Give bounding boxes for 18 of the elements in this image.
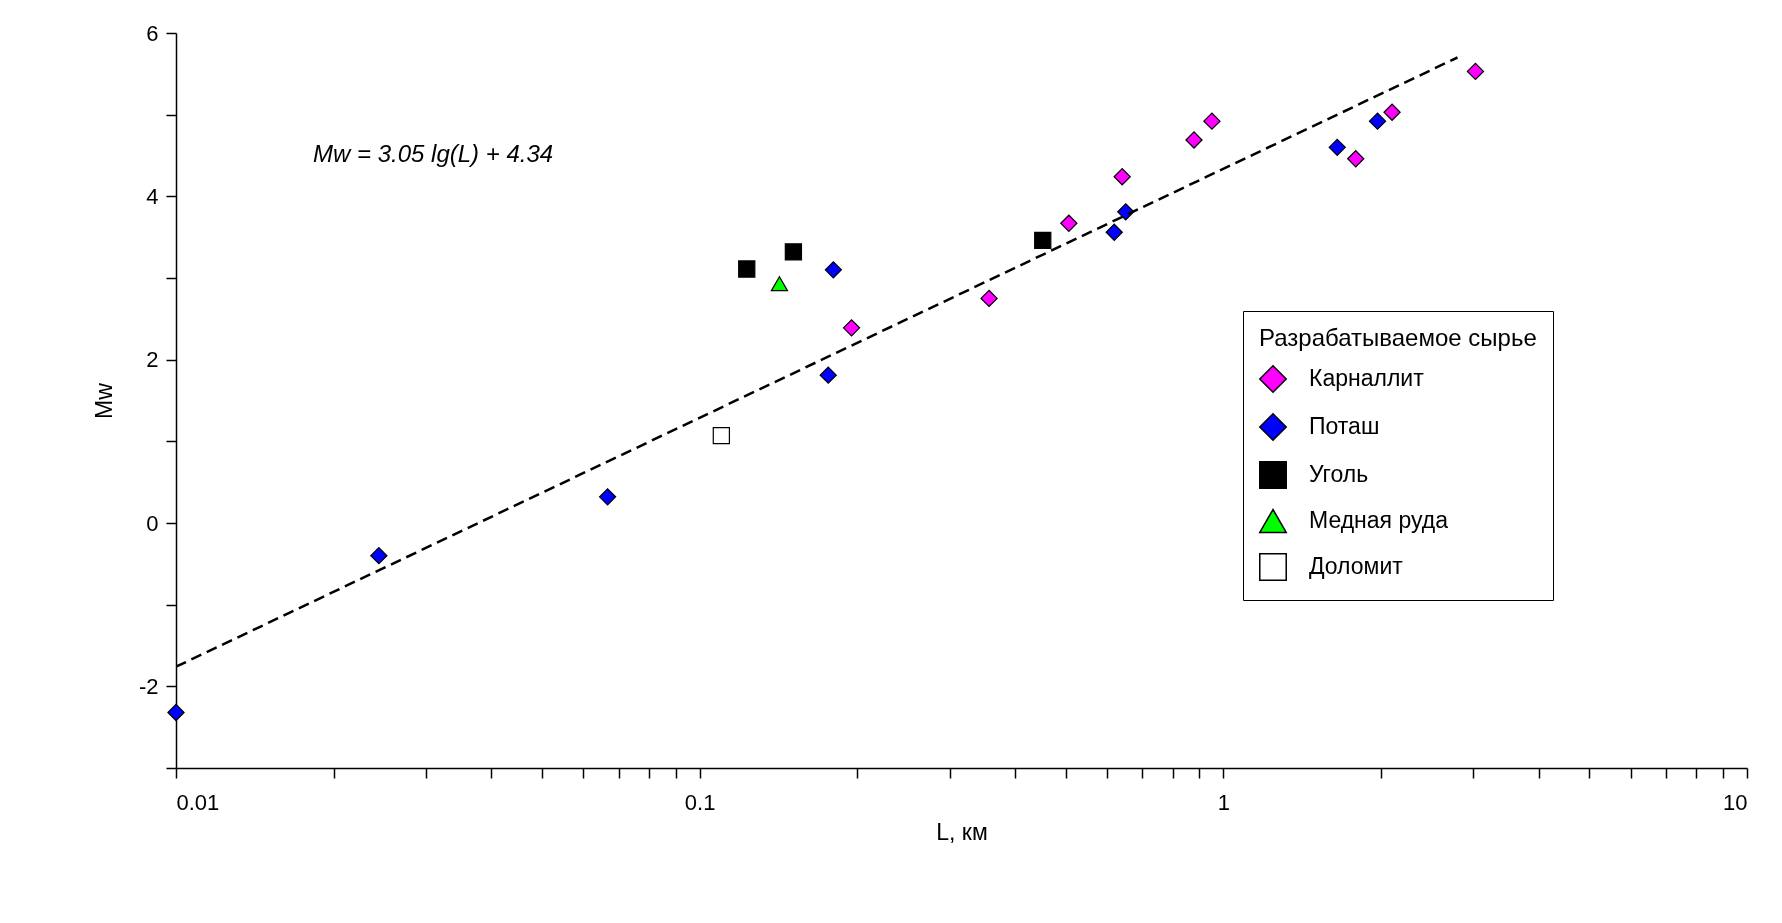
y-axis-title: Mw <box>90 382 117 419</box>
legend-label: Медная руда <box>1309 507 1449 533</box>
legend-label: Доломит <box>1309 553 1404 579</box>
y-tick-label: 2 <box>146 347 159 373</box>
y-tick-label: 4 <box>146 183 159 209</box>
legend-label: Карналлит <box>1309 365 1425 391</box>
x-tick-label: 0.1 <box>684 789 716 815</box>
y-tick-label: 6 <box>146 20 159 46</box>
x-axis-title: L, км <box>936 818 988 845</box>
annotation: Mw = 3.05 lg(L) + 4.34 <box>313 140 554 167</box>
y-tick-label: -2 <box>138 673 159 699</box>
legend-title: Разрабатываемое сырье <box>1259 324 1537 351</box>
x-tick-label: 10 <box>1723 789 1748 815</box>
y-tick-label: 0 <box>146 510 159 536</box>
x-tick-label: 0.01 <box>176 789 220 815</box>
legend-label: Уголь <box>1309 461 1369 487</box>
legend-label: Поташ <box>1309 413 1380 439</box>
x-tick-label: 1 <box>1217 789 1230 815</box>
